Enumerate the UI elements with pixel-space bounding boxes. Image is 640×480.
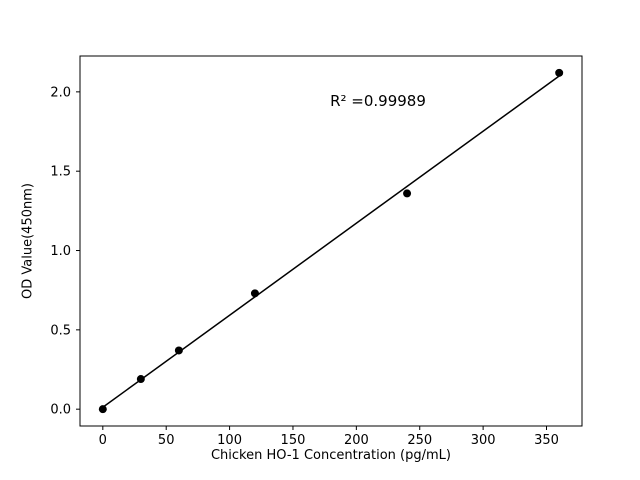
data-point	[98, 405, 107, 414]
y-tick-label: 1.0	[50, 244, 71, 259]
data-point	[136, 375, 145, 384]
y-tick-label: 0.5	[50, 323, 71, 338]
x-tick-label: 0	[99, 433, 107, 448]
x-tick-label: 200	[344, 433, 369, 448]
data-point	[403, 189, 412, 198]
r-squared-annotation: R² =0.99989	[330, 92, 426, 110]
fit-line	[102, 75, 560, 408]
x-tick-label: 250	[407, 433, 432, 448]
x-axis-label: Chicken HO-1 Concentration (pg/mL)	[210, 448, 451, 463]
x-tick-label: 50	[158, 433, 175, 448]
plot-frame	[79, 55, 583, 427]
x-tick-label: 100	[217, 433, 242, 448]
x-tick-label: 350	[534, 433, 559, 448]
data-point	[250, 289, 259, 298]
y-tick-label: 2.0	[50, 85, 71, 100]
x-tick-label: 300	[471, 433, 496, 448]
data-point	[555, 68, 564, 77]
y-axis-label: OD Value(450nm)	[20, 183, 36, 299]
y-tick-label: 1.5	[50, 165, 71, 180]
y-tick-label: 0.0	[50, 403, 71, 418]
x-tick-label: 150	[281, 433, 306, 448]
data-point	[174, 346, 183, 355]
